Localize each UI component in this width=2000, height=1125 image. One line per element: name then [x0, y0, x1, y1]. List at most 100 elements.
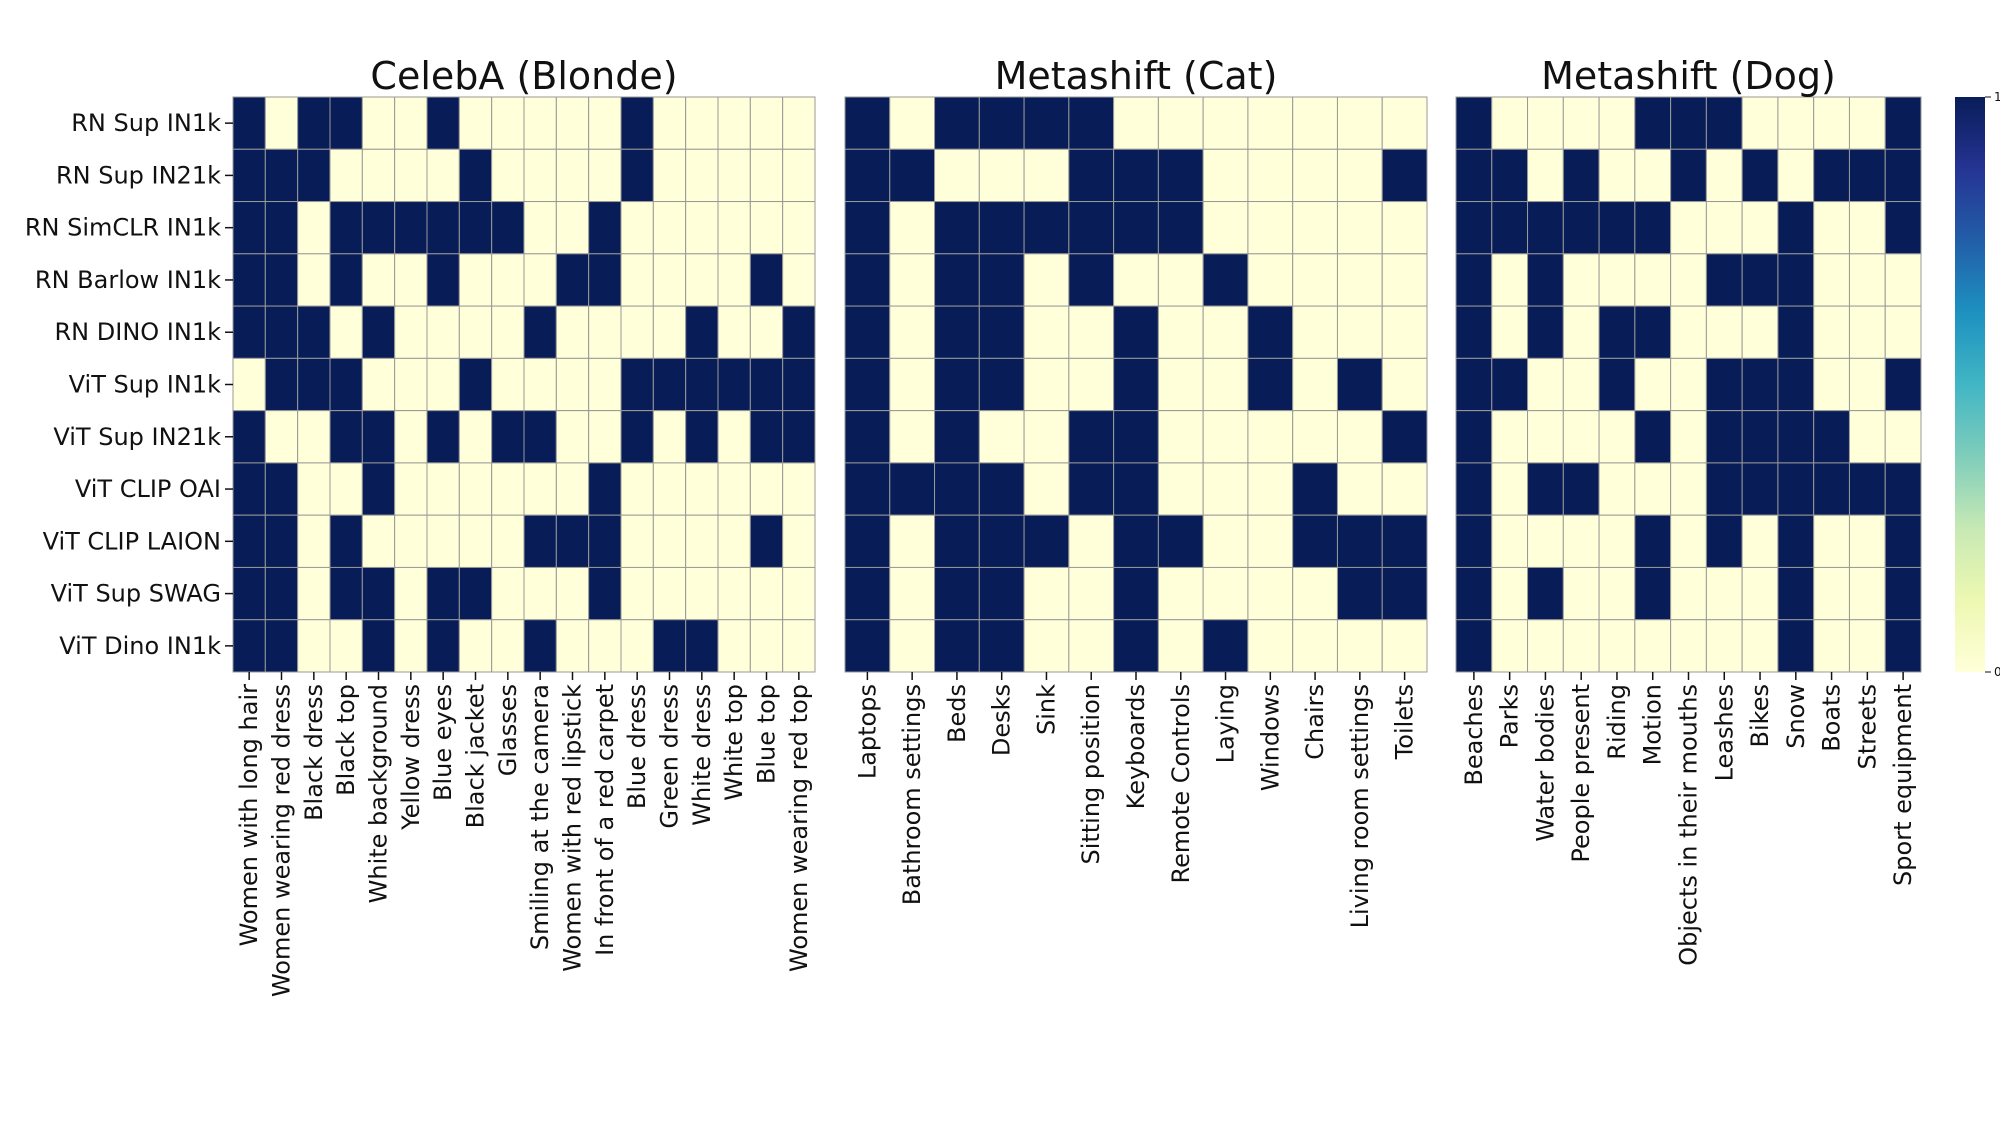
- heatmap-cell: [1848, 357, 1886, 412]
- heatmap-cell: [1813, 96, 1850, 150]
- heatmap-cell: [844, 462, 891, 516]
- heatmap-cell: [1381, 566, 1428, 621]
- heatmap-cell: [1113, 514, 1159, 568]
- heatmap-cell: [844, 357, 891, 412]
- heatmap-cell: [934, 462, 980, 516]
- heatmap-cell: [1848, 305, 1886, 359]
- heatmap-cell: [1634, 462, 1672, 516]
- heatmap-cell: [1113, 619, 1159, 673]
- heatmap-panel: Metashift (Dog) Beaches Parks Water bodies P…: [1455, 54, 1922, 966]
- heatmap-cell: [297, 201, 331, 255]
- heatmap-cell: [1292, 201, 1338, 255]
- heatmap-cell: [523, 253, 557, 307]
- heatmap-cell: [1491, 148, 1529, 203]
- heatmap-cell: [1741, 410, 1779, 464]
- column-label: Boats: [1818, 684, 1846, 752]
- column-label: Leashes: [1710, 684, 1738, 781]
- heatmap-cell: [232, 566, 266, 621]
- heatmap-cell: [232, 201, 266, 255]
- heatmap-cell: [426, 305, 460, 359]
- heatmap-cell: [523, 462, 557, 516]
- row-label: ViT Sup IN1k: [69, 371, 221, 399]
- heatmap-cell: [1336, 462, 1383, 516]
- heatmap-cell: [555, 514, 590, 568]
- heatmap-cell: [1336, 253, 1383, 307]
- heatmap-cell: [329, 253, 363, 307]
- heatmap-cell: [1634, 410, 1672, 464]
- column-label: Water bodies: [1531, 684, 1559, 842]
- heatmap-cell: [1491, 96, 1529, 150]
- heatmap-cell: [1562, 96, 1600, 150]
- heatmap-cell: [1292, 462, 1338, 516]
- heatmap-cell: [1455, 148, 1493, 203]
- heatmap-cell: [685, 514, 719, 568]
- heatmap-cell: [361, 566, 396, 621]
- heatmap-cell: [685, 357, 719, 412]
- heatmap-cell: [844, 305, 891, 359]
- heatmap-cell: [1455, 305, 1493, 359]
- heatmap-cell: [1336, 619, 1383, 673]
- heatmap-cell: [1068, 514, 1115, 568]
- heatmap-cell: [1113, 305, 1159, 359]
- heatmap-cell: [491, 357, 525, 412]
- heatmap-cell: [1562, 514, 1600, 568]
- column-label: Blue top: [753, 684, 781, 784]
- heatmap-cell: [1562, 357, 1600, 412]
- heatmap-cell: [1777, 253, 1815, 307]
- column-label: Sink: [1032, 684, 1060, 735]
- heatmap-cell: [1336, 514, 1383, 568]
- heatmap-cell: [620, 148, 654, 203]
- heatmap-cell: [297, 566, 331, 621]
- heatmap-cell: [1634, 357, 1672, 412]
- heatmap-cell: [1157, 96, 1204, 150]
- panel-title: Metashift (Dog): [1541, 54, 1836, 98]
- heatmap-cell: [1848, 253, 1886, 307]
- heatmap-cell: [1527, 462, 1564, 516]
- heatmap-cell: [685, 148, 719, 203]
- heatmap-cell: [1455, 566, 1493, 621]
- heatmap-cell: [889, 253, 936, 307]
- heatmap-cell: [458, 619, 493, 673]
- heatmap-cell: [1705, 148, 1743, 203]
- heatmap-cell: [1292, 357, 1338, 412]
- heatmap-cell: [1741, 148, 1779, 203]
- heatmap-cell: [1705, 566, 1743, 621]
- heatmap-cell: [782, 96, 816, 150]
- heatmap-cell: [1381, 305, 1428, 359]
- heatmap-cell: [232, 96, 266, 150]
- heatmap-cell: [426, 566, 460, 621]
- heatmap-cell: [329, 410, 363, 464]
- heatmap-cell: [394, 410, 428, 464]
- heatmap-cell: [1741, 514, 1779, 568]
- heatmap-cell: [458, 201, 493, 255]
- heatmap-cell: [844, 566, 891, 621]
- heatmap-cell: [889, 566, 936, 621]
- column-label: Women wearing red top: [785, 684, 813, 972]
- heatmap-cell: [1670, 357, 1707, 412]
- heatmap-cell: [749, 148, 784, 203]
- heatmap-cell: [749, 305, 784, 359]
- heatmap-cell: [1491, 566, 1529, 621]
- heatmap-cell: [1247, 462, 1294, 516]
- heatmap-cell: [1777, 357, 1815, 412]
- heatmap-cell: [1777, 148, 1815, 203]
- heatmap-cell: [889, 462, 936, 516]
- heatmap-cell: [1292, 148, 1338, 203]
- heatmap-cell: [394, 566, 428, 621]
- heatmap-cell: [1634, 566, 1672, 621]
- heatmap-cell: [297, 619, 331, 673]
- heatmap-cell: [1381, 96, 1428, 150]
- heatmap-cell: [523, 566, 557, 621]
- heatmap-cell: [1113, 410, 1159, 464]
- column-label: Women wearing red dress: [268, 684, 296, 997]
- heatmap-cell: [978, 462, 1025, 516]
- heatmap-cell: [782, 253, 816, 307]
- heatmap-cell: [1848, 566, 1886, 621]
- heatmap-cell: [652, 462, 687, 516]
- heatmap-cell: [1157, 253, 1204, 307]
- heatmap-cell: [782, 410, 816, 464]
- heatmap-cell: [523, 410, 557, 464]
- heatmap-cell: [749, 514, 784, 568]
- heatmap-cell: [329, 201, 363, 255]
- heatmap-cell: [1157, 462, 1204, 516]
